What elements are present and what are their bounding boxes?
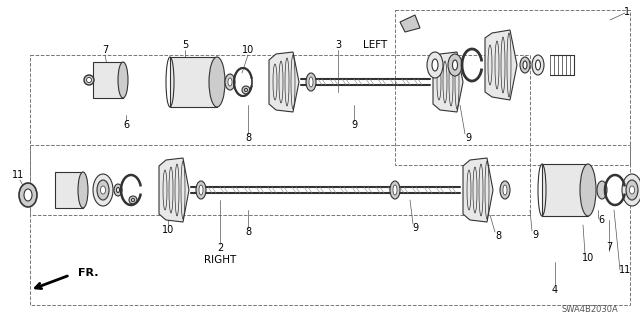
Text: 8: 8: [495, 231, 501, 241]
Text: LEFT: LEFT: [363, 40, 387, 50]
Polygon shape: [93, 62, 123, 98]
Polygon shape: [55, 172, 83, 208]
Ellipse shape: [427, 52, 443, 78]
Ellipse shape: [242, 86, 250, 94]
Text: 11: 11: [12, 170, 24, 180]
Text: 5: 5: [182, 40, 188, 50]
Polygon shape: [542, 164, 588, 216]
Ellipse shape: [452, 60, 458, 70]
Ellipse shape: [597, 181, 607, 199]
Text: 6: 6: [598, 215, 604, 225]
Ellipse shape: [100, 186, 106, 194]
Text: 6: 6: [123, 120, 129, 130]
Ellipse shape: [536, 60, 541, 70]
Ellipse shape: [24, 189, 32, 201]
Text: 9: 9: [465, 133, 471, 143]
Ellipse shape: [306, 73, 316, 91]
Ellipse shape: [78, 172, 88, 208]
Polygon shape: [463, 158, 493, 222]
Ellipse shape: [209, 57, 225, 107]
Ellipse shape: [228, 78, 232, 86]
Text: 9: 9: [412, 223, 418, 233]
Text: 10: 10: [242, 45, 254, 55]
Text: 10: 10: [162, 225, 174, 235]
Ellipse shape: [523, 61, 527, 69]
Ellipse shape: [390, 181, 400, 199]
Ellipse shape: [116, 188, 120, 192]
Text: 9: 9: [532, 230, 538, 240]
Text: 9: 9: [351, 120, 357, 130]
Ellipse shape: [196, 181, 206, 199]
Ellipse shape: [309, 77, 313, 87]
Ellipse shape: [225, 74, 235, 90]
Text: 8: 8: [245, 227, 251, 237]
Ellipse shape: [630, 186, 634, 194]
Text: 1: 1: [624, 7, 630, 17]
Ellipse shape: [448, 54, 462, 76]
Polygon shape: [159, 158, 189, 222]
Ellipse shape: [432, 59, 438, 71]
Ellipse shape: [532, 55, 544, 75]
Ellipse shape: [626, 180, 638, 200]
Ellipse shape: [131, 198, 134, 202]
Ellipse shape: [97, 180, 109, 200]
Text: SWA4B2030A: SWA4B2030A: [562, 306, 618, 315]
Text: FR.: FR.: [78, 268, 99, 278]
Ellipse shape: [199, 185, 203, 195]
Text: 4: 4: [552, 285, 558, 295]
Ellipse shape: [19, 183, 37, 207]
Polygon shape: [400, 15, 420, 32]
Ellipse shape: [118, 62, 128, 98]
Polygon shape: [433, 52, 463, 112]
Ellipse shape: [93, 174, 113, 206]
Ellipse shape: [244, 88, 248, 92]
Text: RIGHT: RIGHT: [204, 255, 236, 265]
Polygon shape: [269, 52, 299, 112]
Ellipse shape: [622, 174, 640, 206]
Ellipse shape: [580, 164, 596, 216]
Text: 2: 2: [217, 243, 223, 253]
Ellipse shape: [503, 185, 507, 195]
Ellipse shape: [520, 57, 530, 73]
Ellipse shape: [393, 185, 397, 195]
Polygon shape: [170, 57, 217, 107]
Text: 10: 10: [582, 253, 594, 263]
Text: 7: 7: [102, 45, 108, 55]
Ellipse shape: [84, 75, 94, 85]
Polygon shape: [485, 30, 517, 100]
Text: 3: 3: [335, 40, 341, 50]
Ellipse shape: [129, 196, 137, 204]
Text: 11: 11: [619, 265, 631, 275]
Ellipse shape: [114, 184, 122, 196]
Text: 8: 8: [245, 133, 251, 143]
Ellipse shape: [86, 78, 92, 83]
Ellipse shape: [500, 181, 510, 199]
Text: 7: 7: [606, 242, 612, 252]
